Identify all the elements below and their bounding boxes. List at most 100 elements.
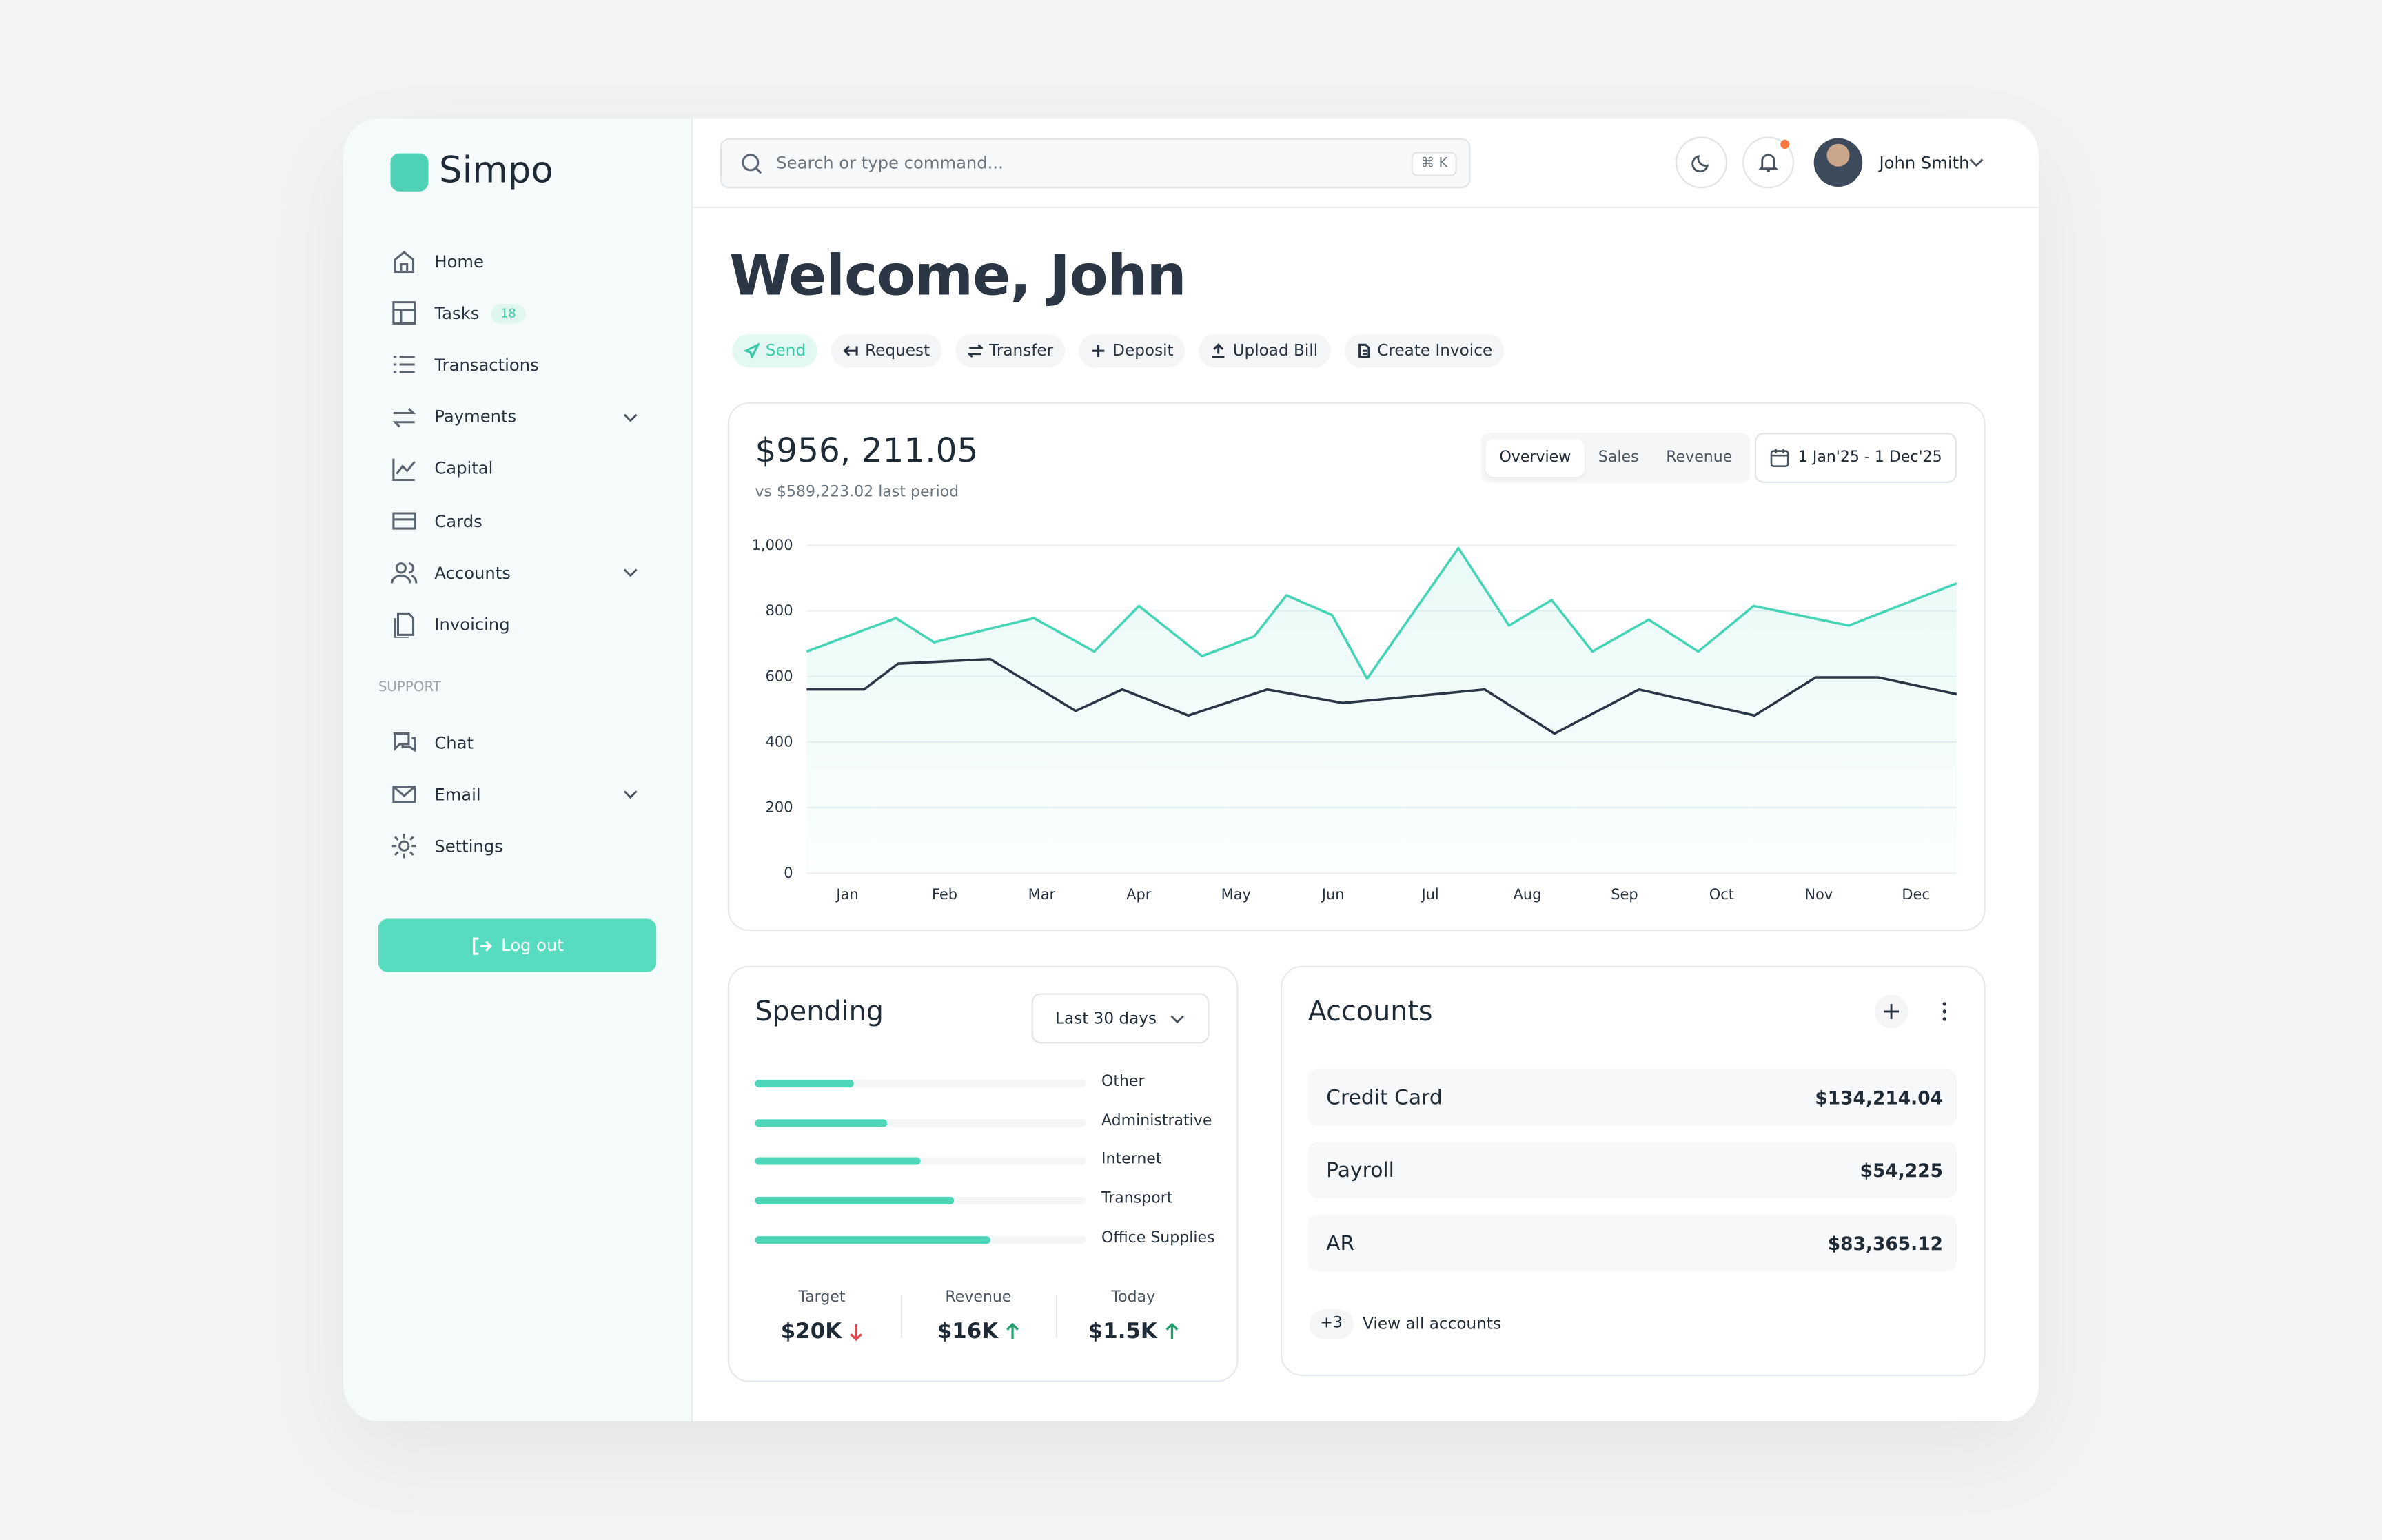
action-button[interactable]: Create Invoice (1343, 333, 1505, 368)
nav-label: Payments (434, 407, 517, 427)
nav-icon (391, 834, 416, 859)
nav-item[interactable]: Tasks 18 (390, 296, 525, 329)
stat-value-row: $16K (902, 1320, 1054, 1344)
stat-value: $1.5K (1088, 1320, 1157, 1344)
nav-item[interactable]: Email (390, 778, 481, 811)
line-chart: 1,000 800 600 400 200 0 Jan Feb Mar Apr May Jun Jul A… (752, 537, 1957, 903)
add-account[interactable] (1874, 994, 1908, 1029)
series-line (806, 546, 1957, 680)
nav-item[interactable]: Transactions (390, 349, 539, 382)
nav-item[interactable]: Invoicing (390, 608, 510, 641)
nav-icon (393, 732, 416, 752)
view-all-link[interactable]: View all accounts (1363, 1315, 1502, 1334)
logout-label: Log out (501, 935, 564, 956)
account-row[interactable]: Payroll $54,225 (1307, 1142, 1957, 1199)
nav-item[interactable]: Settings (390, 830, 503, 863)
account-amount: $54,225 (1860, 1159, 1944, 1181)
nav-icon-path (394, 250, 415, 274)
action-label: Request (865, 341, 930, 360)
nav-chevron (623, 790, 638, 799)
stat-label: Today (1111, 1289, 1156, 1306)
plus-icon (1884, 1003, 1900, 1019)
y-tick-label: 800 (766, 602, 793, 619)
theme-toggle[interactable] (1676, 136, 1728, 189)
user-name[interactable]: John Smith (1879, 153, 1970, 174)
bar (755, 1158, 921, 1166)
nav-icon (392, 458, 416, 481)
brand: Simpo (438, 149, 553, 192)
account-amount: $83,365.12 (1827, 1232, 1944, 1254)
account-amount: $134,214.04 (1815, 1087, 1944, 1108)
logout-button[interactable]: Log out (378, 918, 657, 972)
action-label: Upload Bill (1232, 341, 1319, 360)
nav-icon-path (391, 562, 418, 584)
welcome-title: Welcome, John (729, 243, 1187, 309)
nav-item[interactable]: Capital (390, 452, 493, 485)
nav-label: Cards (434, 511, 482, 531)
action-button[interactable]: Upload Bill (1199, 333, 1330, 368)
action-button[interactable]: Transfer (955, 333, 1066, 368)
bar-label: Other (1101, 1074, 1145, 1091)
search-box[interactable]: Search or type command... ⌘ K (720, 138, 1471, 189)
date-range[interactable]: 1 Jan'25 - 1 Dec'25 (1754, 433, 1957, 483)
action-button[interactable]: Request (831, 333, 942, 368)
nav-icon (392, 407, 416, 427)
action-icon (744, 343, 760, 359)
x-tick-label: Jun (1321, 886, 1345, 903)
nav-icon (394, 250, 415, 274)
nav-icon-path (392, 512, 416, 530)
nav-label: Settings (434, 836, 503, 856)
trend-arrow-path (850, 1324, 862, 1342)
nav-label: Capital (434, 459, 493, 479)
trend-arrow-path (1165, 1322, 1178, 1340)
x-tick-label: Nov (1804, 886, 1833, 903)
stat-divider (1055, 1295, 1058, 1338)
logout-icon (472, 936, 492, 954)
action-label: Transfer (989, 341, 1054, 360)
nav-item[interactable]: Home (390, 245, 484, 278)
nav-item[interactable]: Chat (390, 726, 474, 759)
chart-tab[interactable]: Revenue (1666, 449, 1733, 466)
account-row[interactable]: AR $83,365.12 (1307, 1215, 1957, 1271)
nav-label: Invoicing (434, 615, 510, 635)
bar-track (755, 1158, 1086, 1166)
bar (755, 1080, 855, 1088)
notifications[interactable] (1742, 136, 1795, 189)
chart-tab[interactable]: Sales (1598, 449, 1639, 466)
date-range-label: 1 Jan'25 - 1 Dec'25 (1798, 449, 1942, 466)
bar-label: Transport (1101, 1191, 1173, 1208)
nav-item[interactable]: Cards (390, 504, 482, 537)
stat-value-row: $20K (746, 1320, 897, 1344)
nav-icon (394, 613, 415, 639)
nav-label: Email (434, 784, 481, 805)
period-dropdown[interactable]: Last 30 days (1031, 993, 1210, 1044)
y-tick-label: 600 (766, 668, 793, 684)
nav-item[interactable]: Payments (390, 400, 516, 433)
action-button[interactable]: Send (732, 333, 818, 368)
account-row[interactable]: Credit Card $134,214.04 (1307, 1069, 1957, 1126)
action-icon-path (744, 343, 760, 359)
nav-icon-path (393, 356, 415, 374)
nav-item[interactable]: Accounts (390, 556, 511, 589)
action-icon-path (1092, 345, 1106, 357)
action-icon-path (968, 344, 984, 358)
chevron-path (623, 568, 638, 577)
avatar[interactable] (1813, 138, 1863, 187)
action-button[interactable]: Deposit (1079, 333, 1186, 368)
nav-icon-path (392, 301, 416, 325)
y-tick-label: 400 (766, 734, 793, 750)
spending-title: Spending (755, 996, 884, 1029)
bar (755, 1197, 954, 1205)
nav-icon-path (391, 834, 416, 859)
more-menu[interactable] (1940, 1001, 1949, 1023)
nav-icon (392, 512, 416, 530)
period-chevron (1171, 1014, 1185, 1023)
action-label: Create Invoice (1377, 341, 1493, 360)
action-icon (1358, 343, 1370, 358)
x-tick-label: Oct (1709, 886, 1734, 903)
search-shortcut: ⌘ K (1412, 151, 1457, 176)
bar-track (755, 1118, 1086, 1127)
chart-tab[interactable]: Overview (1485, 438, 1585, 478)
nav-icon (392, 301, 416, 325)
